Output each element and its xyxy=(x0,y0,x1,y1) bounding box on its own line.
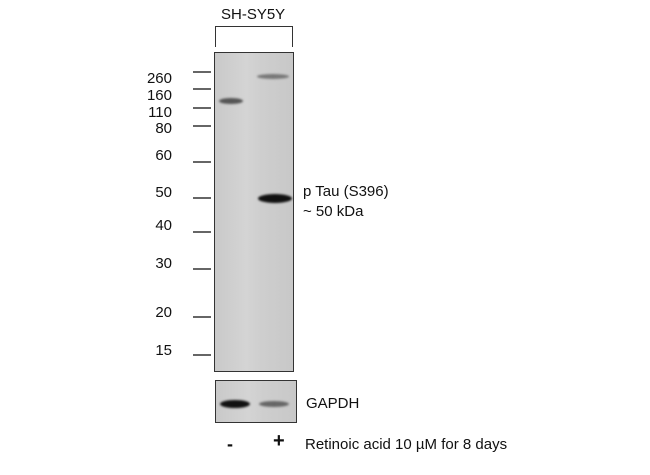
marker-20: 20 xyxy=(155,304,172,321)
band-ptau-50kda xyxy=(258,194,292,203)
marker-line xyxy=(193,125,211,127)
marker-line xyxy=(193,354,211,356)
marker-line xyxy=(193,231,211,233)
marker-15: 15 xyxy=(155,342,172,359)
marker-260: 260 xyxy=(146,70,172,87)
marker-line xyxy=(193,197,211,199)
marker-30: 30 xyxy=(155,255,172,272)
lane2-treatment: + xyxy=(273,430,285,452)
target-name: p Tau (S396) xyxy=(303,183,389,200)
marker-160: 160 xyxy=(146,87,172,104)
marker-line xyxy=(193,316,211,318)
western-blot-gapdh xyxy=(215,380,297,423)
loading-control-label: GAPDH xyxy=(306,395,360,412)
band-lane1-high xyxy=(219,98,243,104)
marker-50: 50 xyxy=(155,184,172,201)
band-gapdh-lane1 xyxy=(220,400,250,408)
lane1-treatment: - xyxy=(227,434,233,454)
lane-bracket xyxy=(215,26,293,47)
marker-line xyxy=(193,161,211,163)
treatment-label: Retinoic acid 10 µM for 8 days xyxy=(305,436,508,453)
marker-80: 80 xyxy=(155,120,172,137)
western-blot-main xyxy=(214,52,294,372)
marker-line xyxy=(193,107,211,109)
band-gapdh-lane2 xyxy=(259,401,289,407)
marker-60: 60 xyxy=(155,147,172,164)
marker-line xyxy=(193,71,211,73)
target-size: ~ 50 kDa xyxy=(303,203,364,220)
marker-line xyxy=(193,268,211,270)
marker-line xyxy=(193,88,211,90)
marker-110: 110 xyxy=(148,104,172,121)
marker-40: 40 xyxy=(155,217,172,234)
cell-line-label: SH-SY5Y xyxy=(221,6,286,23)
band-lane2-260 xyxy=(257,74,289,79)
